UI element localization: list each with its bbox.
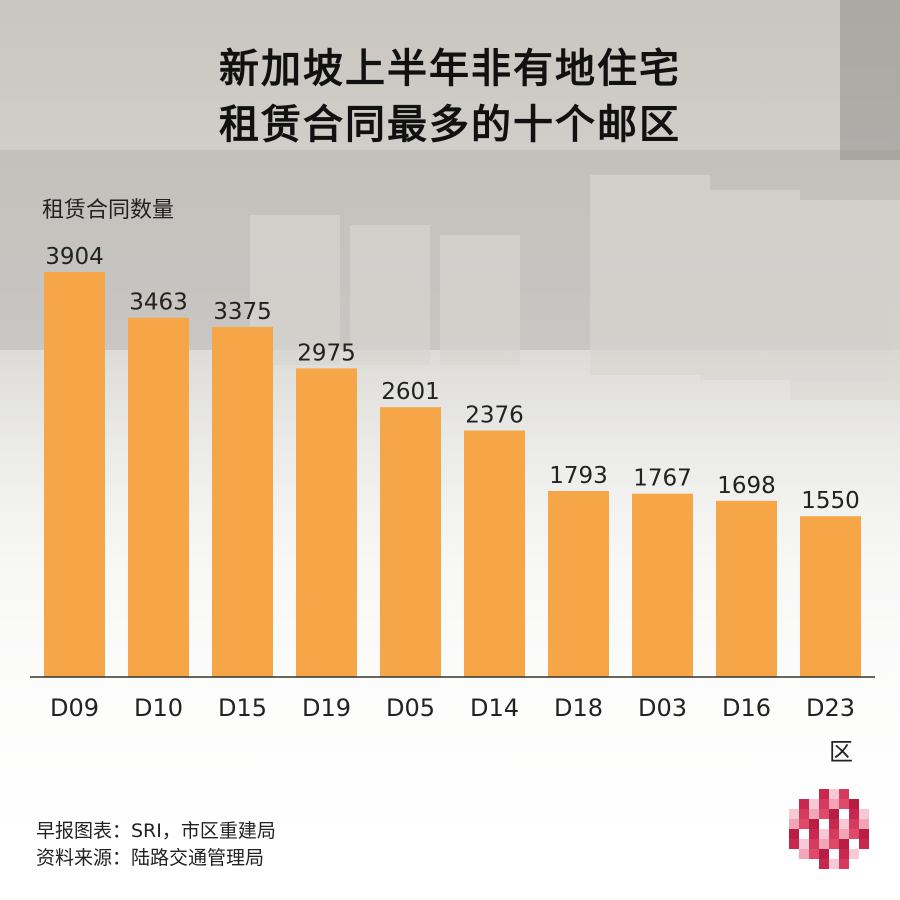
- logo-pixel: [859, 819, 869, 829]
- logo-pixel: [849, 799, 859, 809]
- logo-pixel: [849, 849, 859, 859]
- logo-pixel: [829, 809, 839, 819]
- logo-pixel: [819, 809, 829, 819]
- logo-pixel: [839, 809, 849, 819]
- logo-pixel: [789, 829, 799, 839]
- y-axis-label: 租赁合同数量: [42, 198, 175, 223]
- logo-pixel: [829, 819, 839, 829]
- logo-pixel: [849, 829, 859, 839]
- tick-label-d15: D15: [218, 694, 267, 722]
- logo-pixel: [839, 839, 849, 849]
- tick-label-d18: D18: [554, 694, 603, 722]
- logo-pixel: [859, 839, 869, 849]
- bar-d03: [632, 493, 693, 677]
- value-label-d16: 1698: [717, 473, 776, 499]
- bar-d05: [380, 407, 441, 677]
- value-label-d15: 3375: [213, 299, 272, 325]
- logo-pixel: [809, 839, 819, 849]
- bar-d18: [548, 490, 609, 677]
- bar-d10: [128, 317, 189, 677]
- logo-pixel: [809, 859, 819, 869]
- value-label-d23: 1550: [801, 488, 860, 514]
- x-axis-label: 区: [829, 738, 853, 766]
- value-label-d05: 2601: [381, 379, 440, 405]
- logo-pixel: [809, 819, 819, 829]
- tick-label-d05: D05: [386, 694, 435, 722]
- logo-pixel: [809, 789, 819, 799]
- logo-pixel: [799, 829, 809, 839]
- logo-pixel: [819, 859, 829, 869]
- bar-d19: [296, 368, 357, 677]
- logo-pixel: [789, 819, 799, 829]
- logo-pixel: [809, 849, 819, 859]
- logo-pixel: [819, 799, 829, 809]
- bar-d23: [800, 516, 861, 677]
- logo-pixel: [839, 789, 849, 799]
- tick-label-d23: D23: [806, 694, 855, 722]
- chart-title-line1: 新加坡上半年非有地住宅: [219, 46, 681, 92]
- bar-d16: [716, 500, 777, 677]
- logo-pixel: [829, 859, 839, 869]
- logo-pixel: [809, 829, 819, 839]
- tick-label-d03: D03: [638, 694, 687, 722]
- logo-pixel: [809, 809, 819, 819]
- logo-pixel: [859, 829, 869, 839]
- logo-pixel: [819, 849, 829, 859]
- tick-label-d14: D14: [470, 694, 519, 722]
- value-label-d19: 2975: [297, 340, 356, 366]
- logo-pixel: [859, 809, 869, 819]
- logo-pixel: [839, 829, 849, 839]
- pixelated-logo: [789, 789, 869, 869]
- logo-pixel: [799, 809, 809, 819]
- tick-label-d16: D16: [722, 694, 771, 722]
- bars-group: [44, 272, 861, 677]
- logo-pixel: [839, 849, 849, 859]
- logo-pixel: [829, 829, 839, 839]
- bar-d09: [44, 272, 105, 677]
- tick-label-d10: D10: [134, 694, 183, 722]
- logo-pixel: [849, 809, 859, 819]
- logo-pixel: [829, 839, 839, 849]
- source-line-2: 资料来源：陆路交通管理局: [36, 847, 265, 869]
- source-line-1: 早报图表：SRI，市区重建局: [36, 820, 276, 842]
- value-label-d18: 1793: [549, 463, 608, 489]
- value-labels-group: 3904 3463 3375 2975 2601 2376 1793 1767 1698 1550: [45, 244, 860, 514]
- tick-label-d19: D19: [302, 694, 351, 722]
- logo-pixel: [819, 829, 829, 839]
- x-tick-labels-group: D09 D10 D15 D19 D05 D14 D18 D03 D16 D23: [50, 694, 855, 722]
- value-label-d10: 3463: [129, 290, 188, 316]
- logo-pixel: [839, 859, 849, 869]
- logo-pixel: [819, 819, 829, 829]
- logo-pixel: [819, 789, 829, 799]
- logo-pixel: [799, 849, 809, 859]
- bar-d14: [464, 430, 525, 677]
- chart-title-line2: 租赁合同最多的十个邮区: [219, 102, 681, 148]
- logo-pixel: [799, 799, 809, 809]
- logo-pixel: [849, 819, 859, 829]
- logo-pixel: [829, 849, 839, 859]
- value-label-d09: 3904: [45, 244, 104, 270]
- logo-pixel: [839, 819, 849, 829]
- value-label-d03: 1767: [633, 466, 692, 492]
- tick-label-d09: D09: [50, 694, 99, 722]
- logo-pixel: [799, 819, 809, 829]
- logo-pixel: [789, 809, 799, 819]
- logo-pixel: [799, 839, 809, 849]
- logo-pixel: [809, 799, 819, 809]
- logo-pixel: [829, 789, 839, 799]
- logo-pixel: [829, 799, 839, 809]
- bar-d15: [212, 326, 273, 677]
- logo-pixel: [819, 839, 829, 849]
- logo-pixel: [789, 839, 799, 849]
- logo-pixel: [849, 839, 859, 849]
- value-label-d14: 2376: [465, 403, 524, 429]
- logo-pixel: [839, 799, 849, 809]
